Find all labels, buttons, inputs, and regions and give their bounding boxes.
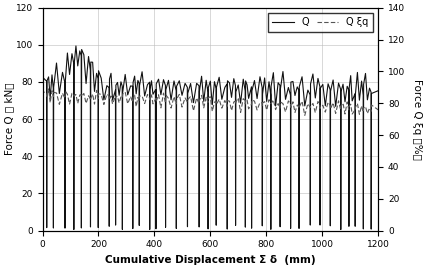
Q ξq <box>40 93 45 97</box>
Q ξq <box>346 108 351 111</box>
Q <box>277 84 282 87</box>
Q <box>153 88 158 91</box>
Q ξq <box>174 100 179 103</box>
Q <box>113 89 118 92</box>
Q ξq <box>81 92 86 95</box>
X-axis label: Cumulative Displacement Σ δ  (mm): Cumulative Displacement Σ δ (mm) <box>105 255 316 265</box>
Q <box>81 53 86 56</box>
Line: Q ξq: Q ξq <box>43 89 378 115</box>
Q ξq <box>153 97 158 100</box>
Q ξq <box>277 107 282 110</box>
Q <box>338 228 343 231</box>
Q <box>40 88 45 91</box>
Y-axis label: Force Q ξq （%）: Force Q ξq （%） <box>412 79 422 160</box>
Q <box>346 225 351 228</box>
Q <box>73 44 78 48</box>
Q ξq <box>113 94 118 98</box>
Q ξq <box>302 114 307 117</box>
Q <box>376 89 381 92</box>
Q <box>174 227 179 230</box>
Legend: Q, Q ξq: Q, Q ξq <box>268 13 373 32</box>
Q ξq <box>46 87 51 90</box>
Line: Q: Q <box>43 46 378 229</box>
Y-axis label: Force Q （ kN）: Force Q （ kN） <box>4 83 14 155</box>
Q ξq <box>376 108 381 111</box>
